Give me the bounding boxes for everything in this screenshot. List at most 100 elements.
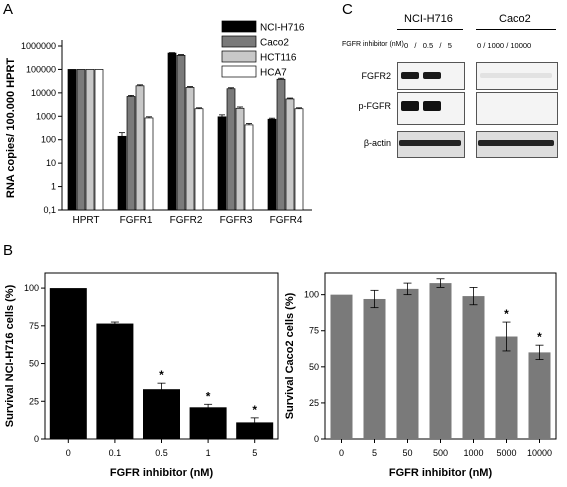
blot-cell-line-nci-h716: NCI-H716 [404,13,453,25]
bar-50 [396,288,419,439]
x-tick-label: FGFR1 [120,215,153,226]
x-tick-label: 10000 [527,448,552,458]
y-tick-label: 10000 [31,88,56,98]
significance-star: * [537,330,542,344]
significance-star: * [504,307,509,321]
x-tick-label: 5 [372,448,377,458]
x-tick-label: 0 [339,448,344,458]
blot-row-label-p-fgfr: p-FGFR [358,101,392,111]
x-tick-label: 5000 [496,448,516,458]
x-tick-label: 1000 [463,448,483,458]
bar-0.5 [143,389,180,439]
bar-nci-h716-hprt [67,69,77,211]
blot-doses-right: 0 / 1000 / 10000 [477,41,532,50]
plot-frame [324,272,557,440]
x-tick-label: HPRT [72,215,99,226]
blot-row-label-fgfr2: FGFR2 [361,71,391,81]
x-tick-label: 0.1 [109,448,122,458]
bar-1 [189,407,227,439]
x-tick-label: FGFR2 [170,215,203,226]
y-tick-label: 1000 [36,111,56,121]
x-axis-label: FGFR inhibitor (nM) [389,467,493,479]
bar-nci-h716-fgfr3 [217,116,227,211]
x-tick-label: FGFR4 [270,215,303,226]
x-tick-label: FGFR3 [220,215,253,226]
bar-hct116-fgfr3 [235,107,245,211]
blot-inhibitor-label: FGFR inhibitor (nM) [342,41,404,48]
y-tick-label: 50 [29,359,39,369]
bar-5 [236,422,274,439]
y-tick-label: 1000000 [21,41,56,51]
y-tick-label: 100 [41,135,56,145]
y-tick-label: 0,1 [43,205,56,215]
bar-caco2-fgfr1 [126,96,136,211]
x-tick-label: 5 [252,448,257,458]
legend-swatch [221,20,257,33]
panel-letter-a: A [3,1,14,18]
legend-swatch [221,50,257,63]
y-tick-label: 75 [29,321,39,331]
legend-label: Caco2 [260,38,289,49]
bar-hct116-hprt [85,69,95,211]
band-pfgfr-nci-05 [423,101,441,111]
x-axis-label: FGFR inhibitor (nM) [110,467,214,479]
blot-cell-line-caco2: Caco2 [499,13,531,25]
bar-500 [429,283,452,439]
bar-caco2-fgfr4 [276,78,286,211]
bar-0 [49,288,87,439]
legend-label: NCI-H716 [260,23,305,34]
y-axis-label: Survival Caco2 cells (%) [284,292,296,419]
bar-nci-h716-fgfr4 [267,118,277,211]
significance-star: * [206,389,211,403]
y-tick-label: 50 [309,362,319,372]
x-tick-label: 1 [206,448,211,458]
band-fgfr2-caco [480,73,552,78]
bar-1000 [462,296,485,439]
bar-caco2-fgfr3 [226,88,236,211]
y-tick-label: 1 [51,182,56,192]
bar-caco2-fgfr2 [176,54,186,211]
plot-frame [44,272,279,440]
band-fgfr2-nci-0 [401,72,419,79]
legend-swatch [221,35,257,48]
y-tick-label: 0 [34,434,39,444]
bar-hca7-fgfr1 [144,117,154,211]
blot-doses-left: 0 / 0.5 / 5 [404,41,452,50]
legend-label: HCT116 [260,53,297,64]
bar-0 [330,294,353,439]
y-tick-label: 25 [29,396,39,406]
y-tick-label: 25 [309,398,319,408]
significance-star: * [252,403,257,417]
x-tick-label: 50 [402,448,412,458]
y-tick-label: 10 [46,158,56,168]
band-actin-nci [399,140,461,146]
y-axis-label: RNA copies/ 100.000 HPRT [5,58,17,198]
blot-divider-left [397,29,463,30]
bar-caco2-hprt [76,69,86,211]
bar-hca7-hprt [94,69,104,211]
bar-hca7-fgfr3 [244,124,254,211]
band-actin-caco [478,140,554,146]
bar-0.1 [96,323,134,439]
bar-5000 [495,336,518,439]
y-axis-label: Survival NCI-H716 cells (%) [4,284,16,427]
y-tick-label: 75 [309,326,319,336]
blot-box-pfgfr-caco [476,92,558,125]
band-pfgfr-nci-0 [401,101,419,111]
x-tick-label: 0.5 [155,448,168,458]
x-tick-label: 0 [66,448,71,458]
bar-nci-h716-fgfr2 [167,52,177,211]
blot-divider-right [476,29,556,30]
bar-hca7-fgfr4 [294,108,304,211]
band-fgfr2-nci-05 [423,72,441,79]
bar-5 [363,298,386,439]
bar-hct116-fgfr4 [285,98,295,211]
x-tick-label: 500 [433,448,448,458]
y-tick-label: 0 [314,434,319,444]
bar-nci-h716-fgfr1 [117,135,127,211]
blot-row-label-beta-actin: β-actin [363,138,391,148]
bar-hct116-fgfr2 [185,87,195,211]
legend-swatch [221,65,257,78]
bar-10000 [528,352,551,439]
y-tick-label: 100000 [26,64,56,74]
